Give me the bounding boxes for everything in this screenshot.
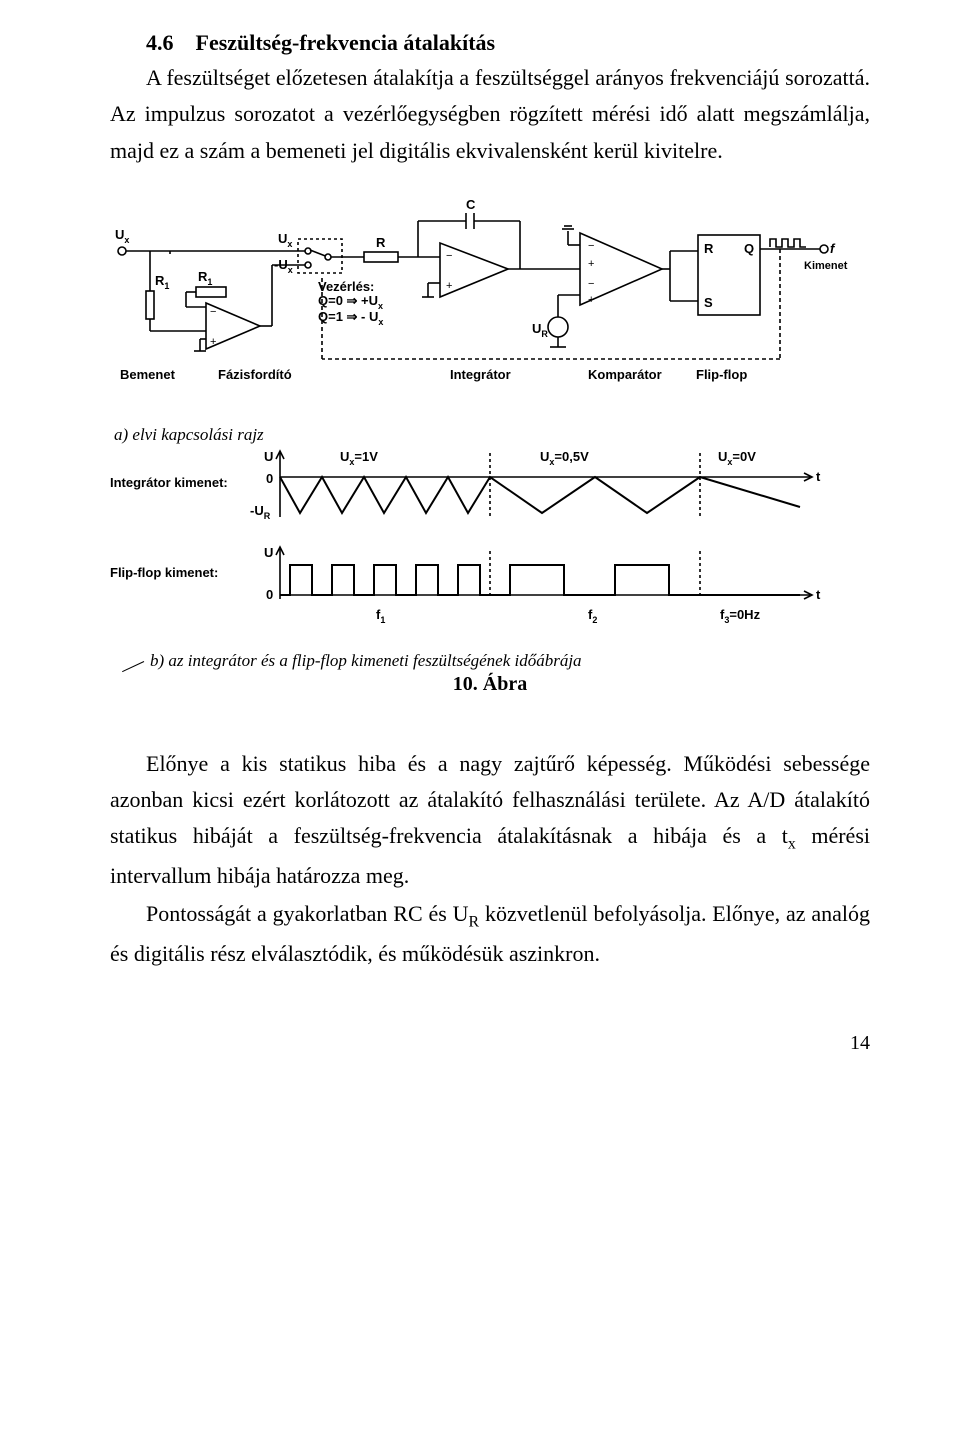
svg-text:R1: R1 xyxy=(198,269,212,287)
svg-text:U: U xyxy=(264,449,273,464)
svg-text:−: − xyxy=(446,250,452,262)
svg-text:f2: f2 xyxy=(588,607,597,625)
svg-text:t: t xyxy=(816,587,821,602)
svg-text:R1: R1 xyxy=(155,273,169,291)
section-number: 4.6 xyxy=(146,30,174,55)
paragraph-2: Előnye a kis statikus hiba és a nagy zaj… xyxy=(110,746,870,894)
svg-text:+: + xyxy=(210,336,216,348)
svg-text:Ux=0V: Ux=0V xyxy=(718,449,756,467)
section-title: Feszültség-frekvencia átalakítás xyxy=(196,30,496,55)
svg-text:R: R xyxy=(376,235,386,250)
paragraph-3: Pontosságát a gyakorlatban RC és UR közv… xyxy=(110,896,870,972)
svg-text:+: + xyxy=(588,294,594,306)
figure-caption-b: b) az integrátor és a flip-flop kimeneti… xyxy=(120,651,870,671)
svg-text:f1: f1 xyxy=(376,607,385,625)
svg-text:Ux: Ux xyxy=(278,231,292,249)
svg-text:Ux=0,5V: Ux=0,5V xyxy=(540,449,589,467)
svg-text:+: + xyxy=(446,280,452,292)
svg-text:Flip-flop kimenet:: Flip-flop kimenet: xyxy=(110,565,218,580)
svg-text:−: − xyxy=(588,278,594,290)
svg-text:f: f xyxy=(830,241,836,256)
para2-sub: x xyxy=(788,836,796,853)
figure-number: 10. Ábra xyxy=(110,673,870,696)
svg-text:Ux: Ux xyxy=(115,227,129,245)
svg-text:Integrátor kimenet:: Integrátor kimenet: xyxy=(110,475,228,490)
svg-text:Kimenet: Kimenet xyxy=(804,260,848,272)
svg-text:Fázisfordító: Fázisfordító xyxy=(218,367,292,382)
svg-text:UR: UR xyxy=(532,321,548,339)
svg-text:Bemenet: Bemenet xyxy=(120,367,176,382)
section-heading: 4.6 Feszültség-frekvencia átalakítás xyxy=(110,30,870,56)
svg-text:+: + xyxy=(588,258,594,270)
svg-text:R: R xyxy=(704,241,714,256)
svg-text:Vezérlés:: Vezérlés: xyxy=(318,279,374,294)
svg-text:Q=1 ⇒ - Ux: Q=1 ⇒ - Ux xyxy=(318,309,383,327)
svg-text:−: − xyxy=(210,306,216,318)
caption-b-leader xyxy=(122,662,144,673)
svg-text:0: 0 xyxy=(266,471,273,486)
figure-caption-a: a) elvi kapcsolási rajz xyxy=(114,425,870,445)
svg-text:−: − xyxy=(588,240,594,252)
svg-text:-UR: -UR xyxy=(250,503,271,521)
svg-text:C: C xyxy=(466,199,476,212)
svg-text:Komparátor: Komparátor xyxy=(588,367,662,382)
svg-text:-Ux: -Ux xyxy=(274,257,293,275)
svg-text:f3=0Hz: f3=0Hz xyxy=(720,607,761,625)
page-number: 14 xyxy=(110,1032,870,1055)
circuit-diagram: Ux R1 R1 − + xyxy=(110,199,870,419)
svg-text:S: S xyxy=(704,295,713,310)
paragraph-1: A feszültséget előzetesen átalakítja a f… xyxy=(110,60,870,169)
caption-b-prefix: b) xyxy=(150,651,164,670)
svg-text:Ux=1V: Ux=1V xyxy=(340,449,378,467)
svg-text:Integrátor: Integrátor xyxy=(450,367,511,382)
waveform-diagram: U 0 -UR t Ux=1V Ux=0,5V Ux=0V xyxy=(110,447,870,647)
para3-sub: R xyxy=(469,914,480,931)
figure-10: Ux R1 R1 − + xyxy=(110,199,870,696)
svg-text:Q: Q xyxy=(744,241,754,256)
svg-text:0: 0 xyxy=(266,587,273,602)
svg-text:U: U xyxy=(264,545,273,560)
caption-b-text: az integrátor és a flip-flop kimeneti fe… xyxy=(168,651,581,670)
svg-text:Flip-flop: Flip-flop xyxy=(696,367,747,382)
para3-part1: Pontosságát a gyakorlatban RC és U xyxy=(146,901,469,926)
para2-part1: Előnye a kis statikus hiba és a nagy zaj… xyxy=(110,751,870,849)
svg-text:t: t xyxy=(816,469,821,484)
